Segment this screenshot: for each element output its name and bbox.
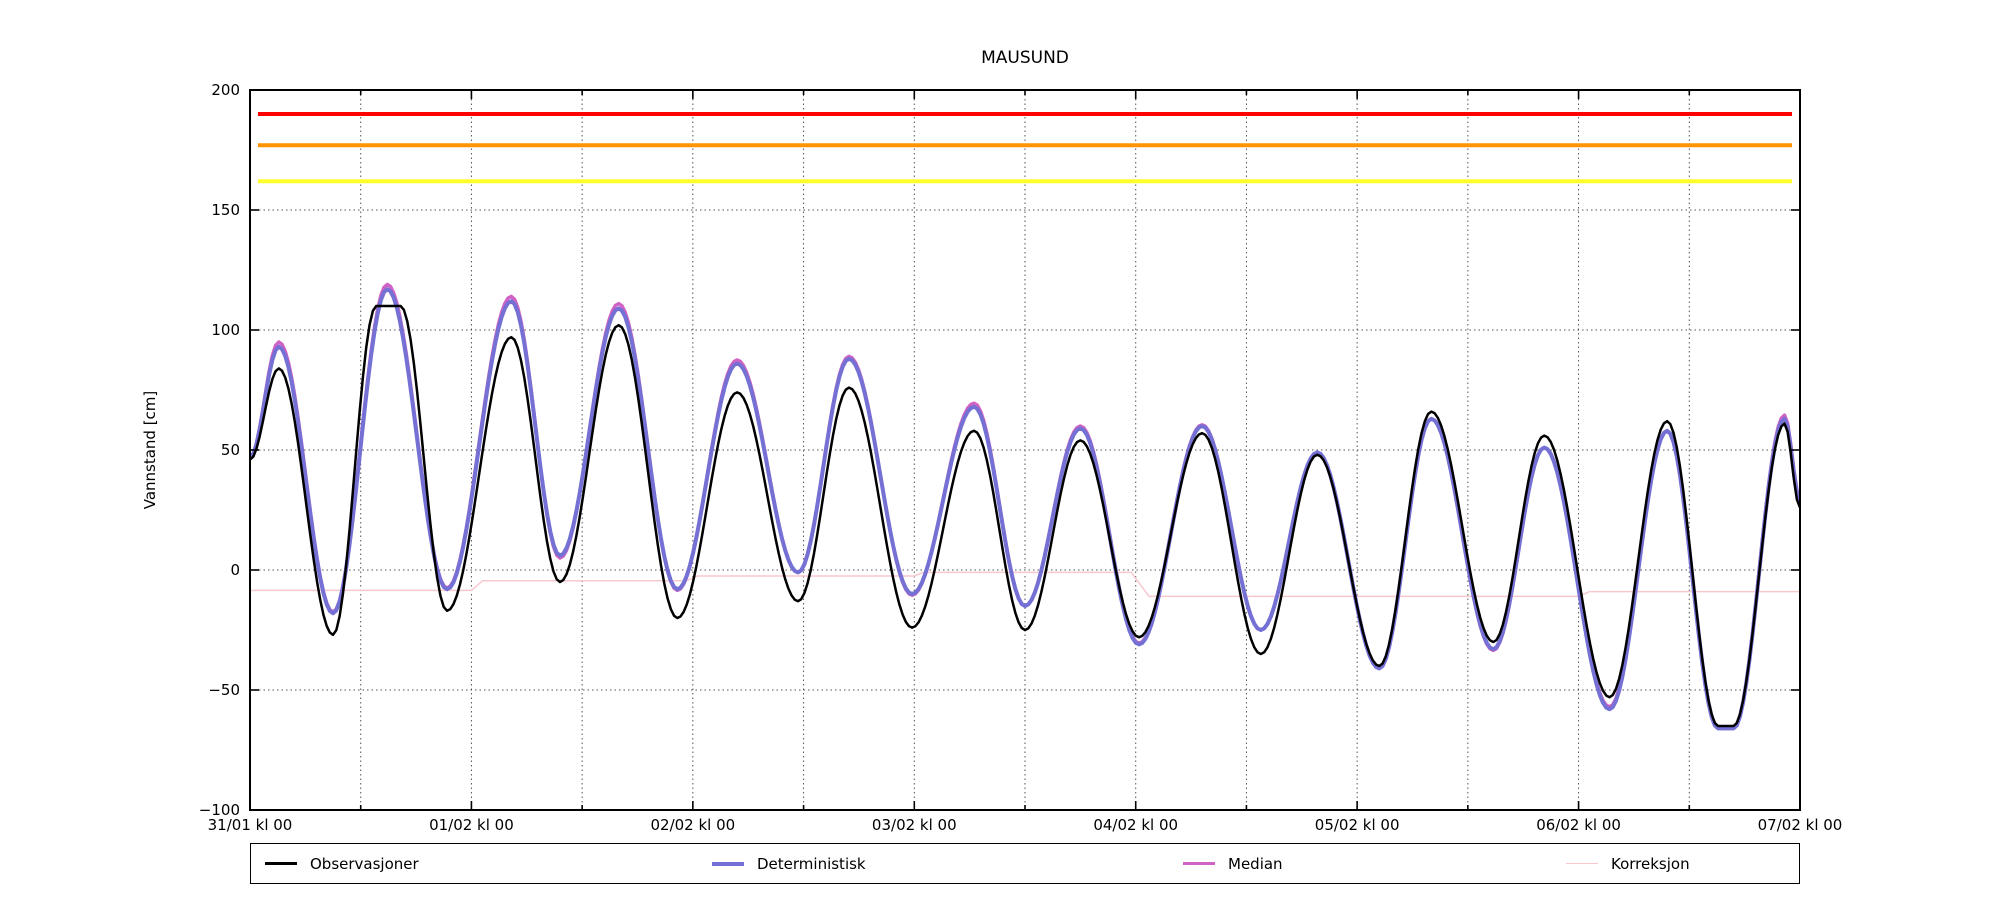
y-tick-label: 150 bbox=[211, 201, 240, 219]
y-tick-label: 0 bbox=[230, 561, 240, 579]
legend-label: Deterministisk bbox=[757, 854, 866, 873]
legend-entry-observasjoner: Observasjoner bbox=[265, 844, 419, 883]
legend-entry-median: Median bbox=[1183, 844, 1283, 883]
deterministisk-line bbox=[250, 287, 1800, 731]
legend-label: Median bbox=[1228, 854, 1283, 873]
y-tick-label: 50 bbox=[220, 441, 240, 459]
x-tick-label: 31/01 kl 00 bbox=[207, 816, 293, 834]
y-tick-label: 100 bbox=[211, 321, 240, 339]
legend-label: Korreksjon bbox=[1611, 854, 1690, 873]
legend-label: Observasjoner bbox=[310, 854, 419, 873]
x-tick-label: 06/02 kl 00 bbox=[1536, 816, 1621, 834]
deterministisk-line-swatch bbox=[712, 861, 744, 866]
x-tick-label: 05/02 kl 00 bbox=[1314, 816, 1400, 834]
x-tick-label: 04/02 kl 00 bbox=[1093, 816, 1179, 834]
observasjoner-line-swatch bbox=[265, 862, 297, 865]
x-tick-label: 03/02 kl 00 bbox=[871, 816, 957, 834]
y-tick-label: −50 bbox=[208, 681, 240, 699]
observasjoner-line bbox=[250, 304, 1800, 728]
y-tick-label: −100 bbox=[198, 801, 240, 819]
legend-entry-korreksjon: Korreksjon bbox=[1566, 844, 1690, 883]
legend: Observasjoner Deterministisk Median Korr… bbox=[250, 843, 1800, 884]
median-line-swatch bbox=[1183, 861, 1215, 866]
legend-entry-deterministisk: Deterministisk bbox=[712, 844, 866, 883]
y-tick-label: 200 bbox=[211, 81, 240, 99]
chart-title: MAUSUND bbox=[981, 48, 1069, 68]
x-tick-label: 01/02 kl 00 bbox=[429, 816, 514, 834]
korreksjon-line-swatch bbox=[1566, 862, 1598, 865]
x-tick-label: 02/02 kl 00 bbox=[650, 816, 736, 834]
x-tick-label: 07/02 kl 00 bbox=[1757, 816, 1843, 834]
